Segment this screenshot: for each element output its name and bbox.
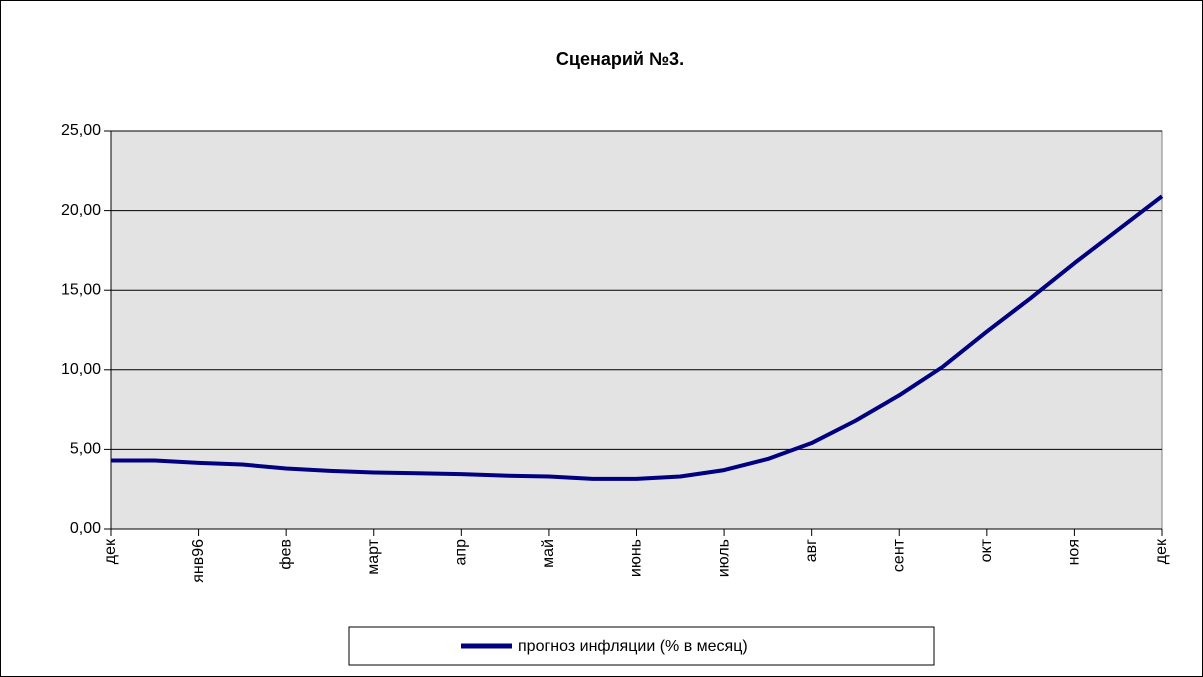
x-tick-label: март (365, 538, 382, 574)
legend-label: прогноз инфляции (% в месяц) (518, 638, 748, 655)
x-tick-label: дек (102, 538, 119, 564)
x-tick-label: ноя (1066, 539, 1083, 565)
y-tick-label: 15,00 (61, 281, 101, 298)
data-line (111, 194, 1164, 481)
x-tick-label: янв96 (190, 539, 207, 583)
y-tick-label: 5,00 (70, 441, 101, 458)
x-tick-label: фев (277, 539, 294, 570)
x-tick-label: апр (453, 539, 470, 566)
y-tick-label: 10,00 (61, 361, 101, 378)
y-tick-label: 0,00 (70, 520, 101, 537)
chart-title: Сценарий №3. (556, 49, 684, 69)
y-tick-label: 25,00 (61, 122, 101, 139)
x-tick-label: май (540, 539, 557, 568)
legend-box (348, 626, 935, 666)
x-tick-label: июнь (628, 539, 645, 577)
plot-area (110, 130, 1163, 530)
y-tick-label: 20,00 (61, 202, 101, 219)
x-tick-label: окт (978, 538, 995, 562)
x-tick-label: сент (890, 538, 907, 572)
x-tick-label: дек (1153, 538, 1170, 564)
x-tick-label: авг (803, 539, 820, 562)
x-tick-label: июль (715, 539, 732, 577)
